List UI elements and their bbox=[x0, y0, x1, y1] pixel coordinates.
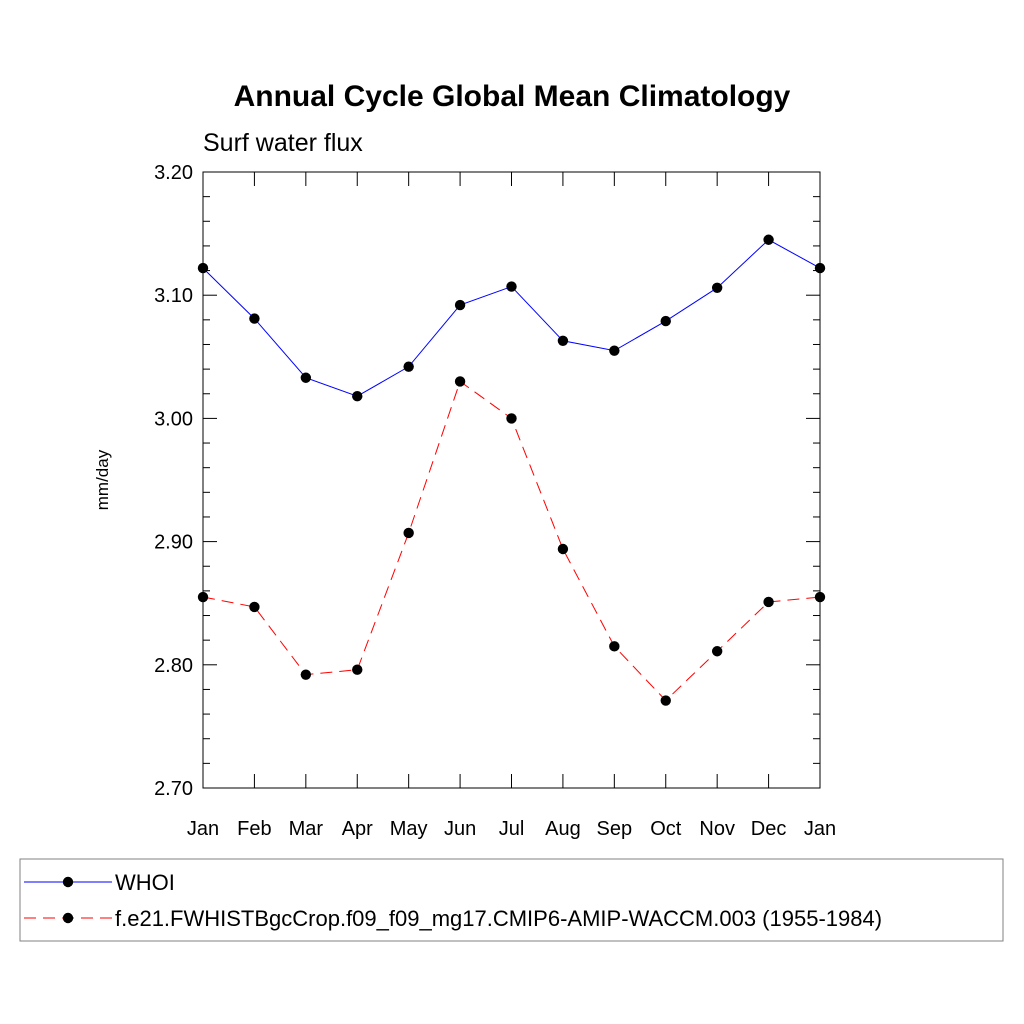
y-tick-labels: 2.70 2.80 2.90 3.00 3.10 3.20 bbox=[154, 162, 193, 800]
data-point bbox=[454, 299, 466, 311]
x-tick-label: Jan bbox=[804, 818, 836, 840]
legend-label: WHOI bbox=[115, 870, 175, 895]
x-tick-label: Apr bbox=[342, 818, 373, 840]
data-point bbox=[506, 281, 517, 292]
x-tick-label: Nov bbox=[699, 818, 735, 840]
data-point bbox=[300, 372, 312, 383]
major-ticks bbox=[202, 171, 821, 789]
chart-subtitle: Surf water flux bbox=[203, 129, 363, 157]
x-tick-label: Oct bbox=[650, 818, 682, 840]
x-tick-label: Jan bbox=[187, 818, 219, 840]
x-tick-label: Mar bbox=[289, 818, 324, 840]
series-line bbox=[202, 239, 821, 397]
plot-frame bbox=[202, 171, 821, 789]
legend-marker bbox=[62, 876, 74, 888]
legend-marker bbox=[62, 912, 74, 924]
y-tick-label: 2.80 bbox=[154, 655, 193, 677]
y-tick-label: 3.00 bbox=[154, 408, 193, 430]
series-layer bbox=[197, 234, 826, 706]
series-line bbox=[202, 380, 821, 702]
data-point bbox=[763, 234, 774, 245]
legend: WHOI f.e21.FWHISTBgcCrop.f09_f09_mg17.CMI… bbox=[19, 858, 1004, 942]
data-point bbox=[197, 262, 209, 274]
x-tick-label: Sep bbox=[597, 818, 633, 840]
data-point bbox=[403, 361, 414, 372]
data-point bbox=[403, 527, 414, 539]
x-tick-label: Jul bbox=[499, 818, 525, 840]
data-point bbox=[660, 315, 671, 327]
data-point bbox=[814, 591, 826, 603]
x-tick-label: Aug bbox=[545, 818, 581, 840]
data-point bbox=[660, 695, 671, 706]
legend-label: f.e21.FWHISTBgcCrop.f09_f09_mg17.CMIP6-A… bbox=[115, 906, 882, 931]
y-tick-label: 3.20 bbox=[154, 162, 193, 184]
data-point bbox=[300, 669, 312, 680]
legend-box bbox=[19, 858, 1004, 942]
data-point bbox=[557, 543, 569, 555]
data-point bbox=[506, 413, 517, 424]
data-point bbox=[352, 391, 363, 402]
data-point bbox=[197, 591, 209, 603]
data-point bbox=[711, 646, 723, 657]
data-point bbox=[609, 345, 620, 356]
chart-title: Annual Cycle Global Mean Climatology bbox=[234, 80, 791, 113]
data-point bbox=[249, 313, 260, 324]
data-point bbox=[249, 601, 260, 613]
data-point bbox=[454, 376, 466, 387]
y-tick-label: 2.70 bbox=[154, 778, 193, 800]
data-point bbox=[352, 664, 363, 675]
data-point bbox=[711, 282, 723, 294]
minor-ticks bbox=[203, 196, 820, 764]
data-point bbox=[557, 335, 569, 346]
x-tick-label: Dec bbox=[751, 818, 787, 840]
x-tick-label: Jun bbox=[444, 818, 476, 840]
y-tick-label: 3.10 bbox=[154, 285, 193, 307]
x-tick-label: May bbox=[390, 818, 428, 840]
x-tick-labels: Jan Feb Mar Apr May Jun Jul Aug Sep Oct Nov Dec Jan bbox=[187, 818, 836, 840]
y-tick-label: 2.90 bbox=[154, 532, 193, 554]
data-point bbox=[609, 641, 620, 652]
y-axis-label: mm/day bbox=[93, 449, 112, 510]
data-point bbox=[814, 262, 826, 274]
data-point bbox=[763, 596, 774, 608]
x-tick-label: Feb bbox=[237, 818, 271, 840]
